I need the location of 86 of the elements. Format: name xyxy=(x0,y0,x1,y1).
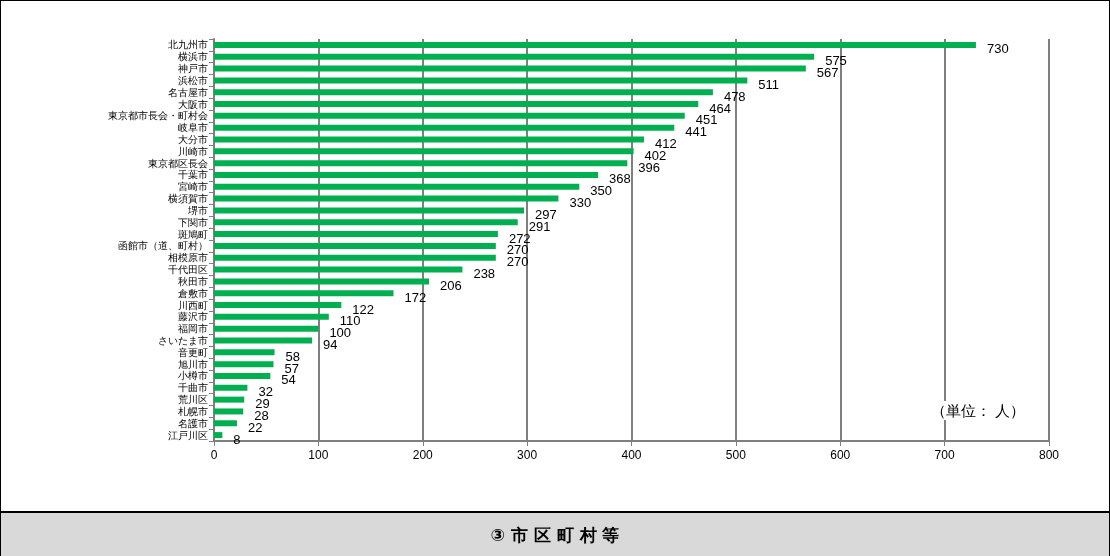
bar xyxy=(214,290,394,297)
y-tick-label: 堺市 xyxy=(187,204,208,216)
data-label: 730 xyxy=(986,41,1009,57)
y-tick-label: 岐阜市 xyxy=(178,122,208,134)
bar xyxy=(214,349,275,356)
x-tick-label: 600 xyxy=(830,448,851,462)
text: ③ 市 区 町 村 等 xyxy=(1,511,1109,556)
bar xyxy=(214,242,496,249)
x-tick-label: 700 xyxy=(934,448,955,462)
bar xyxy=(214,302,342,309)
bar xyxy=(214,53,815,60)
bar xyxy=(214,112,685,119)
x-tick-label: 100 xyxy=(308,448,329,462)
bar xyxy=(214,432,223,439)
bar xyxy=(214,231,498,238)
data-label: 238 xyxy=(473,266,496,282)
bar xyxy=(214,313,329,320)
y-tick-label: 藤沢市 xyxy=(178,311,208,323)
data-label: 206 xyxy=(440,277,462,293)
data-label: 172 xyxy=(404,289,427,305)
bar xyxy=(214,183,580,190)
data-label: 330 xyxy=(569,195,592,211)
y-tick-label: 東京都区長会 xyxy=(148,157,208,169)
y-tick-label: 荒川区 xyxy=(178,394,208,406)
y-tick-label: 千葉市 xyxy=(178,169,208,181)
bar xyxy=(214,266,463,273)
data-label: 511 xyxy=(758,76,780,92)
x-tick-label: 500 xyxy=(725,448,747,462)
y-tick-label: 江戸川区 xyxy=(168,429,208,441)
x-tick-label: 300 xyxy=(517,448,538,462)
y-tick-label: 倉敷市 xyxy=(178,287,208,299)
y-tick-label: 大阪市 xyxy=(178,98,208,110)
bar xyxy=(214,372,271,379)
y-tick-label: 横須賀市 xyxy=(168,193,208,205)
annotation: （単位： 人） xyxy=(930,402,1025,419)
y-tick-label: 東京都市長会・町村会 xyxy=(108,110,208,122)
bar xyxy=(214,148,634,155)
y-tick-label: 名護市 xyxy=(178,417,208,429)
bar xyxy=(214,219,518,226)
y-tick-label: 大分市 xyxy=(178,134,208,145)
x-tick-label: 400 xyxy=(621,448,642,462)
x-tick-label: 200 xyxy=(412,448,434,462)
bar xyxy=(214,101,699,108)
y-tick-label: 福岡市 xyxy=(178,323,208,335)
bar xyxy=(214,65,806,72)
bar xyxy=(214,136,645,143)
y-tick-label: 下関市 xyxy=(178,216,208,228)
y-tick-label: 相模原市 xyxy=(168,252,208,264)
y-tick-label: 神戸市 xyxy=(178,63,208,75)
y-tick-label: 名古屋市 xyxy=(168,86,208,98)
y-tick-label: さいたま市 xyxy=(158,335,208,346)
y-tick-label: 札幌市 xyxy=(178,405,208,417)
bar xyxy=(214,207,524,214)
bar xyxy=(214,325,319,332)
data-label: 8 xyxy=(233,431,241,447)
bar xyxy=(214,160,628,167)
bar xyxy=(214,337,313,344)
y-tick-label: 横浜市 xyxy=(178,51,208,63)
y-tick-label: 函館市（道、町村） xyxy=(118,240,208,252)
y-tick-label: 千代田区 xyxy=(168,264,208,276)
bar xyxy=(214,384,248,391)
x-tick-label: 800 xyxy=(1038,448,1060,462)
bar xyxy=(214,41,976,48)
bar xyxy=(214,278,430,285)
bar xyxy=(214,171,599,178)
bar xyxy=(214,89,713,96)
y-tick-label: 旭川市 xyxy=(178,358,208,370)
x-tick-label: 0 xyxy=(210,448,218,462)
bar xyxy=(214,420,237,427)
bar xyxy=(214,408,244,415)
bar xyxy=(214,396,245,403)
y-tick-label: 川崎市 xyxy=(178,145,208,157)
bar xyxy=(214,254,496,261)
y-tick-label: 浜松市 xyxy=(178,74,208,86)
y-tick-label: 音更町 xyxy=(178,346,208,358)
bar xyxy=(214,124,675,131)
bar xyxy=(214,195,559,202)
y-tick-label: 秋田市 xyxy=(178,275,208,287)
y-tick-label: 川西町 xyxy=(178,299,208,311)
y-tick-label: 千曲市 xyxy=(178,382,208,394)
y-tick-label: 斑鳩町 xyxy=(178,228,208,240)
y-tick-label: 宮崎市 xyxy=(178,181,208,193)
y-tick-label: 小樽市 xyxy=(178,370,208,382)
bar xyxy=(214,77,748,84)
bar xyxy=(214,361,274,368)
y-tick-label: 北九州市 xyxy=(168,39,208,51)
